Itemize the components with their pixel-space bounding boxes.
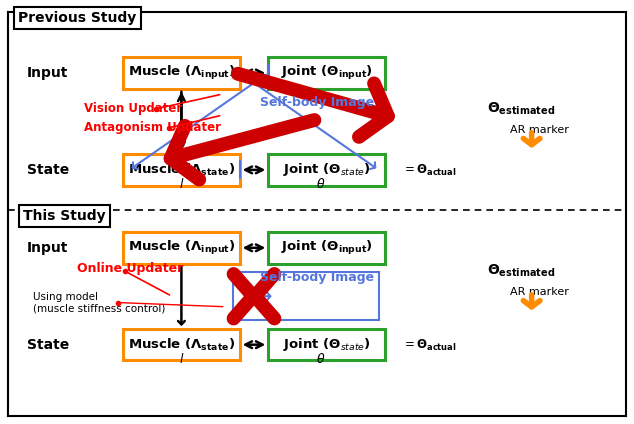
Text: This Study: This Study <box>23 209 106 223</box>
Text: Muscle ($\mathbf{\Lambda_{input}}$): Muscle ($\mathbf{\Lambda_{input}}$) <box>127 239 235 257</box>
Text: State: State <box>27 338 69 351</box>
Text: Muscle ($\mathbf{\Lambda_{state}}$): Muscle ($\mathbf{\Lambda_{state}}$) <box>128 162 235 178</box>
FancyBboxPatch shape <box>268 329 385 360</box>
Text: Joint ($\mathbf{\Theta_{\mathit{state}}}$): Joint ($\mathbf{\Theta_{\mathit{state}}}… <box>283 336 370 353</box>
FancyBboxPatch shape <box>123 57 240 89</box>
FancyBboxPatch shape <box>123 232 240 264</box>
Text: $\theta$: $\theta$ <box>316 177 325 191</box>
FancyBboxPatch shape <box>268 57 385 89</box>
Text: $\mathbf{\Theta_{estimated}}$: $\mathbf{\Theta_{estimated}}$ <box>488 100 556 117</box>
Text: $l$: $l$ <box>179 177 184 191</box>
Text: $\theta$: $\theta$ <box>316 351 325 365</box>
Text: Input: Input <box>27 66 68 80</box>
Text: Online Updater: Online Updater <box>77 262 183 275</box>
Text: Self-body Image: Self-body Image <box>260 96 374 109</box>
Text: AR marker: AR marker <box>510 287 569 297</box>
Text: Input: Input <box>27 241 68 255</box>
Text: Joint ($\mathbf{\Theta_{\mathit{state}}}$): Joint ($\mathbf{\Theta_{\mathit{state}}}… <box>283 162 370 179</box>
FancyBboxPatch shape <box>123 329 240 360</box>
FancyBboxPatch shape <box>268 154 385 186</box>
Text: Antagonism Updater: Antagonism Updater <box>84 121 221 134</box>
Text: Vision Updater: Vision Updater <box>84 102 182 115</box>
Text: State: State <box>27 163 69 177</box>
Text: $= \mathbf{\Theta_{actual}}$: $= \mathbf{\Theta_{actual}}$ <box>403 163 457 178</box>
Text: $= \mathbf{\Theta_{actual}}$: $= \mathbf{\Theta_{actual}}$ <box>403 338 457 353</box>
Text: Muscle ($\mathbf{\Lambda_{input}}$): Muscle ($\mathbf{\Lambda_{input}}$) <box>127 64 235 82</box>
Text: Using model
(muscle stiffness control): Using model (muscle stiffness control) <box>33 292 165 313</box>
FancyBboxPatch shape <box>123 154 240 186</box>
Text: $l$: $l$ <box>179 351 184 365</box>
FancyBboxPatch shape <box>268 232 385 264</box>
Text: Self-body Image: Self-body Image <box>260 271 374 284</box>
Text: Joint ($\mathbf{\Theta_{input}}$): Joint ($\mathbf{\Theta_{input}}$) <box>281 239 373 257</box>
Text: AR marker: AR marker <box>510 125 569 135</box>
Text: Muscle ($\mathbf{\Lambda_{state}}$): Muscle ($\mathbf{\Lambda_{state}}$) <box>128 337 235 353</box>
Text: Previous Study: Previous Study <box>18 11 136 25</box>
Text: $\mathbf{\Theta_{estimated}}$: $\mathbf{\Theta_{estimated}}$ <box>488 263 556 279</box>
Text: Joint ($\mathbf{\Theta_{input}}$): Joint ($\mathbf{\Theta_{input}}$) <box>281 64 373 82</box>
